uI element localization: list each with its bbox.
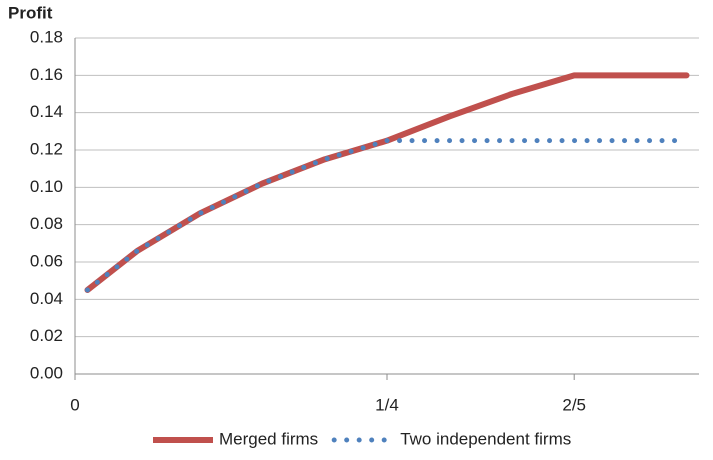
y-tick-label: 0.06 — [30, 251, 63, 270]
series-line — [84, 72, 690, 293]
y-tick-label: 0.12 — [30, 139, 63, 158]
y-tick-label: 0.00 — [30, 363, 63, 382]
y-tick-label: 0.16 — [30, 65, 63, 84]
y-tick-label: 0.18 — [30, 27, 63, 46]
y-tick-label: 0.14 — [30, 102, 63, 121]
x-tick-label: 1/4 — [375, 395, 399, 414]
x-tick-label: 0 — [70, 395, 79, 414]
legend-label: Merged firms — [219, 429, 318, 448]
series-line — [84, 138, 690, 293]
legend-label: Two independent firms — [400, 429, 571, 448]
y-tick-label: 0.04 — [30, 289, 63, 308]
x-tick-label: 2/5 — [562, 395, 586, 414]
y-tick-label: 0.10 — [30, 177, 63, 196]
y-tick-label: 0.08 — [30, 214, 63, 233]
y-axis-title: Profit — [8, 3, 53, 22]
y-tick-label: 0.02 — [30, 326, 63, 345]
